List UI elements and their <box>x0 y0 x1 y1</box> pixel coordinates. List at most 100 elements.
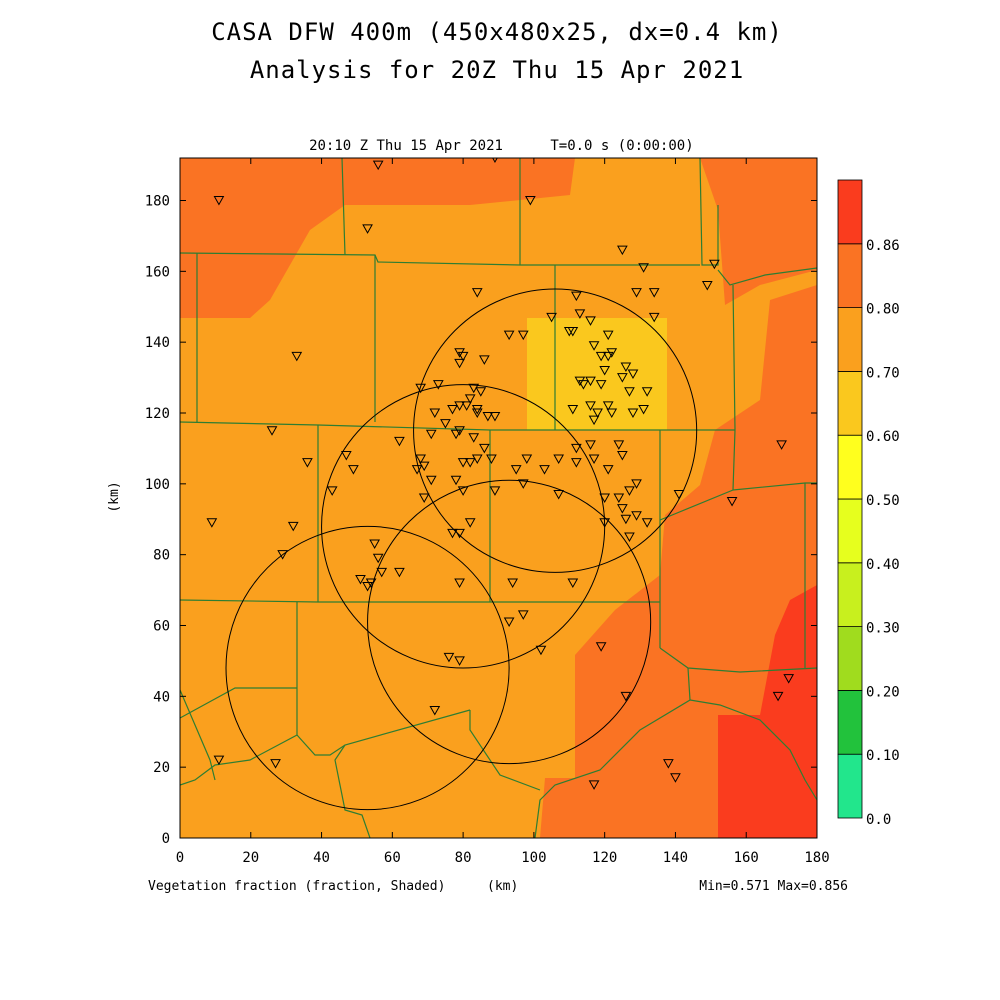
x-tick-label: 160 <box>734 850 759 866</box>
x-tick-label: 20 <box>242 850 259 866</box>
station-marker-icon <box>599 366 611 376</box>
station-marker-icon <box>613 440 625 450</box>
station-marker-icon <box>592 408 603 419</box>
station-marker-icon <box>450 475 462 486</box>
station-marker-icon <box>478 443 490 454</box>
colorbar-swatch <box>837 243 863 309</box>
station-marker-icon <box>517 330 529 341</box>
colorbar-swatch <box>837 434 863 500</box>
station-marker-icon <box>471 288 483 298</box>
station-marker-icon <box>631 479 642 489</box>
station-marker-icon <box>418 461 430 472</box>
title-line-2: Analysis for 20Z Thu 15 Apr 2021 <box>250 56 744 84</box>
map-frame <box>179 157 818 839</box>
station-marker-icon <box>553 454 565 465</box>
station-marker-icon <box>475 387 487 397</box>
station-marker-icon <box>394 436 405 447</box>
station-marker-icon <box>624 532 635 542</box>
station-marker-icon <box>546 312 557 323</box>
x-tick-label: 80 <box>455 850 472 866</box>
valid-time-label: 20:10 Z Thu 15 Apr 2021 <box>309 138 503 154</box>
station-marker-icon <box>418 493 430 504</box>
station-marker-icon <box>602 401 614 411</box>
station-marker-icon <box>701 281 713 291</box>
station-marker-icon <box>638 404 649 415</box>
station-marker-icon <box>454 401 465 411</box>
station-marker-icon <box>776 440 787 450</box>
station-marker-icon <box>663 759 674 769</box>
station-marker-icon <box>571 443 582 454</box>
y-axis: 0 20 40 60 80 100 120 140 160 180 <box>145 194 817 847</box>
station-marker-icon <box>411 465 423 475</box>
station-marker-icon <box>471 408 483 419</box>
station-marker-icon <box>624 387 635 397</box>
station-marker-icon <box>365 578 377 589</box>
station-marker-icon <box>464 394 476 404</box>
radar-range-ring <box>225 525 510 811</box>
station-marker-icon <box>291 351 303 362</box>
colorbar-label: 0.80 <box>866 302 900 318</box>
colorbar-swatch <box>837 307 863 372</box>
station-marker-icon <box>471 454 483 465</box>
station-marker-icon <box>503 330 515 341</box>
y-tick-label: 60 <box>153 619 170 635</box>
station-marker-icon <box>670 773 681 783</box>
station-marker-icon <box>585 376 596 387</box>
station-marker-icon <box>266 426 278 436</box>
station-marker-icon <box>588 341 600 351</box>
x-tick-label: 60 <box>384 850 401 866</box>
y-tick-label: 100 <box>145 477 170 493</box>
y-tick-label: 120 <box>145 406 170 422</box>
colorbar-swatch <box>837 626 863 691</box>
station-marker-icon <box>429 408 441 419</box>
station-marker-icon <box>457 351 469 362</box>
station-marker-icon <box>517 479 529 489</box>
station-marker-icon <box>429 706 441 716</box>
station-marker-icon <box>450 429 462 440</box>
station-marker-icon <box>415 383 426 394</box>
colorbar-label: 0.0 <box>866 812 891 828</box>
station-marker-icon <box>355 574 366 585</box>
station-marker-icon <box>535 645 547 656</box>
station-marker-icon <box>585 316 596 326</box>
map-panel <box>179 157 818 839</box>
station-marker-icon <box>440 419 451 429</box>
colorbar-swatch <box>837 179 863 245</box>
station-marker-icon <box>443 652 455 663</box>
station-marker-icon <box>461 401 473 411</box>
station-marker-icon <box>772 691 784 702</box>
station-marker-icon <box>588 780 600 790</box>
fill-070-080-southeast <box>540 285 817 838</box>
station-marker-icon <box>631 288 642 298</box>
station-marker-icon <box>348 465 359 475</box>
station-marker-icon <box>270 759 281 769</box>
radar-range-ring <box>413 288 698 573</box>
colorbar-label: 0.70 <box>866 365 900 381</box>
station-marker-icon <box>362 582 373 592</box>
y-tick-label: 40 <box>153 689 170 705</box>
station-marker-icon <box>602 351 614 362</box>
station-marker-icon <box>595 351 607 362</box>
station-marker-icon <box>489 486 501 496</box>
y-tick-label: 80 <box>153 548 170 564</box>
station-marker-icon <box>464 518 476 528</box>
station-marker-icon <box>464 458 476 468</box>
colorbar-label: 0.30 <box>866 621 900 637</box>
station-marker-icon <box>641 387 653 397</box>
station-marker-icon <box>340 451 352 461</box>
station-marker-icon <box>524 196 536 206</box>
station-marker-icon <box>599 493 611 504</box>
station-marker-icon <box>567 327 579 337</box>
station-marker-icon <box>613 493 625 504</box>
station-marker-icon <box>376 567 388 578</box>
station-marker-icon <box>432 380 444 390</box>
y-tick-label: 180 <box>145 194 170 210</box>
station-marker-icon <box>553 489 565 500</box>
fill-080-086-southeast <box>718 585 817 838</box>
x-axis: 0 20 40 60 80 100 120 140 160 180 <box>176 158 830 866</box>
station-marker-icon <box>457 458 469 468</box>
x-tick-label: 180 <box>804 850 829 866</box>
station-marker-icon <box>617 451 628 461</box>
station-marker-icon <box>510 465 522 475</box>
x-axis-unit: (km) <box>487 879 518 894</box>
